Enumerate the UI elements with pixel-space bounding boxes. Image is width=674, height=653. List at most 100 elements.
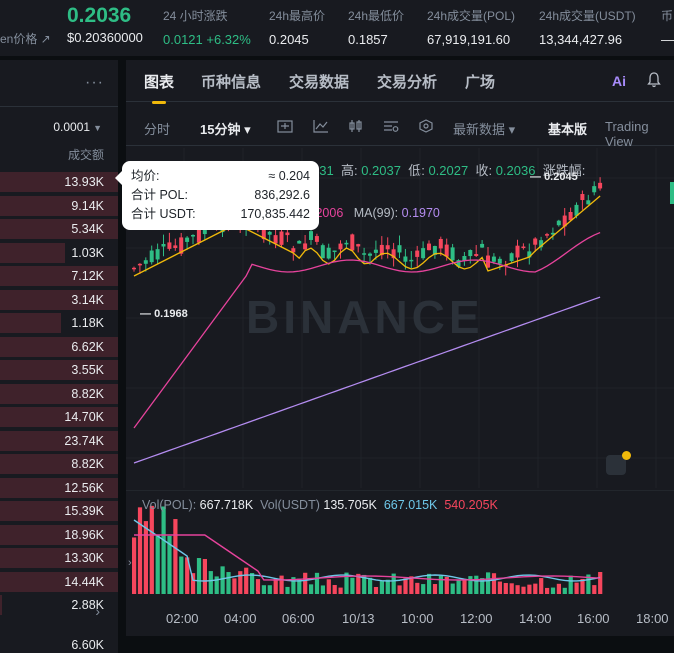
expand-arrow-icon[interactable]: › bbox=[128, 557, 132, 569]
volume-bar bbox=[332, 585, 337, 594]
candle-body bbox=[562, 215, 567, 227]
orderbook-row[interactable]: 14.44K bbox=[0, 570, 118, 594]
interval-select[interactable]: 15分钟 ▾ bbox=[200, 122, 251, 137]
time-button[interactable]: 分时 bbox=[144, 122, 171, 137]
volume-bar bbox=[486, 572, 491, 594]
candle-body bbox=[545, 234, 549, 236]
volume-ma2-line bbox=[134, 534, 601, 581]
volume-bar bbox=[202, 558, 207, 594]
orderbook-row[interactable]: 8.82K bbox=[0, 452, 118, 476]
volume-bar bbox=[468, 576, 473, 594]
orderbook-row[interactable]: 8.82K bbox=[0, 382, 118, 406]
ma7-line bbox=[133, 195, 601, 277]
orderbook-amount: 3.14K bbox=[71, 292, 104, 307]
depth-bar bbox=[0, 219, 118, 239]
settings-icon[interactable] bbox=[383, 119, 399, 133]
orderbook-row[interactable]: 2.88K bbox=[0, 593, 118, 617]
low-marker-value: 0.1968 bbox=[154, 308, 188, 320]
ticker-stat-label: 币 bbox=[661, 9, 674, 23]
chart-tabs: 图表 币种信息 交易数据 交易分析 广场 Ai bbox=[126, 60, 674, 104]
volume-bar bbox=[415, 582, 420, 594]
orderbook-row[interactable]: 15.39K bbox=[0, 499, 118, 523]
orderbook-row[interactable]: 23.74K bbox=[0, 429, 118, 453]
volume-bar bbox=[350, 577, 355, 594]
volume-bar bbox=[155, 535, 160, 594]
volume-bar bbox=[438, 575, 443, 594]
orderbook-row[interactable]: 18.96K bbox=[0, 523, 118, 547]
volume-bar bbox=[137, 507, 143, 594]
volume-bar bbox=[279, 575, 284, 594]
volume-bar bbox=[373, 586, 379, 594]
volume-bar bbox=[521, 586, 526, 594]
ma-partial-value: .2006 bbox=[312, 206, 344, 220]
volume-bar bbox=[267, 585, 272, 594]
tradingview-button[interactable]: Trading View bbox=[605, 119, 649, 149]
more-menu-icon[interactable]: ··· bbox=[85, 74, 104, 91]
avg-price-value: ≈ 0.204 bbox=[268, 169, 310, 183]
orderbook-row[interactable]: 9.14K bbox=[0, 194, 118, 218]
orderbook-row[interactable]: 7.12K bbox=[0, 264, 118, 288]
volume-bar bbox=[491, 573, 497, 594]
volume-bar bbox=[592, 585, 597, 594]
candle-body bbox=[415, 250, 420, 257]
candlestick-icon[interactable] bbox=[348, 119, 364, 133]
orderbook-row[interactable]: 12.56K bbox=[0, 476, 118, 500]
time-axis-label: 10:00 bbox=[401, 611, 434, 626]
volume-bar bbox=[179, 556, 184, 594]
volume-bar bbox=[385, 579, 390, 594]
depth-bar bbox=[0, 360, 118, 380]
volume-bar bbox=[338, 587, 343, 594]
orderbook-rows: 13.93K 9.14K 5.34K 1.03K 7.12K 3.14K 1.18K 6.62… bbox=[0, 170, 118, 617]
volume-bar bbox=[273, 578, 278, 594]
orderbook-row[interactable]: 3.14K bbox=[0, 288, 118, 312]
price-chart[interactable]: BINANCE bbox=[126, 148, 674, 488]
volume-bar bbox=[379, 580, 384, 594]
line-chart-icon[interactable] bbox=[313, 119, 329, 133]
volume-bar bbox=[474, 575, 479, 594]
chevron-right-icon[interactable]: › bbox=[95, 603, 100, 619]
tab-coin-info[interactable]: 币种信息 bbox=[201, 74, 262, 91]
orderbook-row[interactable]: 13.93K bbox=[0, 170, 118, 194]
avg-price-label: 均价: bbox=[131, 169, 160, 183]
candle-body bbox=[432, 246, 437, 255]
tab-trading-analysis[interactable]: 交易分析 bbox=[377, 74, 438, 91]
candle-body bbox=[297, 240, 302, 244]
tab-trading-data[interactable]: 交易数据 bbox=[289, 74, 350, 91]
ma99-label: MA(99): bbox=[353, 206, 399, 220]
hexagon-icon[interactable] bbox=[418, 119, 434, 133]
orderbook-row[interactable]: 6.62K bbox=[0, 335, 118, 359]
orderbook-row[interactable]: 14.70K bbox=[0, 405, 118, 429]
time-axis-label: 18:00 bbox=[636, 611, 669, 626]
total-usdt-value: 170,835.442 bbox=[240, 207, 310, 221]
volume-chart[interactable] bbox=[126, 490, 674, 600]
volume-bar bbox=[191, 573, 196, 594]
indicator-icon[interactable] bbox=[277, 119, 293, 133]
orderbook-row[interactable]: 1.03K bbox=[0, 241, 118, 265]
index-price-label[interactable]: en价格 ↗ bbox=[0, 32, 51, 46]
orderbook-amount: 14.70K bbox=[64, 410, 104, 424]
precision-select[interactable]: 0.0001 ▼ bbox=[53, 120, 102, 134]
basic-view-button[interactable]: 基本版 bbox=[548, 122, 588, 137]
ticker-stat-value: 13,344,427.96 bbox=[539, 32, 623, 47]
tab-square[interactable]: 广场 bbox=[465, 74, 496, 91]
note-icon[interactable] bbox=[606, 455, 626, 475]
ai-icon[interactable]: Ai bbox=[612, 73, 626, 89]
time-axis-label: 14:00 bbox=[519, 611, 552, 626]
orderbook-row[interactable]: 13.30K bbox=[0, 546, 118, 570]
bell-icon[interactable] bbox=[647, 72, 661, 88]
orderbook-row[interactable]: 5.34K bbox=[0, 217, 118, 241]
orderbook-row[interactable]: 3.55K bbox=[0, 358, 118, 382]
volume-bar bbox=[314, 572, 320, 594]
ticker-stat-value: — bbox=[661, 32, 674, 47]
orderbook-row[interactable]: 1.18K bbox=[0, 311, 118, 335]
tab-chart[interactable]: 图表 bbox=[144, 71, 174, 104]
orderbook-amount: 13.30K bbox=[64, 551, 104, 565]
high-label: 高: bbox=[340, 163, 358, 178]
close-label: 收: bbox=[475, 163, 493, 178]
latest-data-select[interactable]: 最新数据 ▾ bbox=[453, 122, 516, 137]
volume-bar bbox=[297, 578, 302, 594]
close-value: 0.2036 bbox=[495, 163, 536, 178]
candle-body bbox=[368, 253, 372, 256]
volume-info: Vol(POL): 667.718K Vol(USDT) 135.705K 66… bbox=[142, 498, 498, 512]
orderbook-amount: 23.74K bbox=[64, 433, 104, 448]
